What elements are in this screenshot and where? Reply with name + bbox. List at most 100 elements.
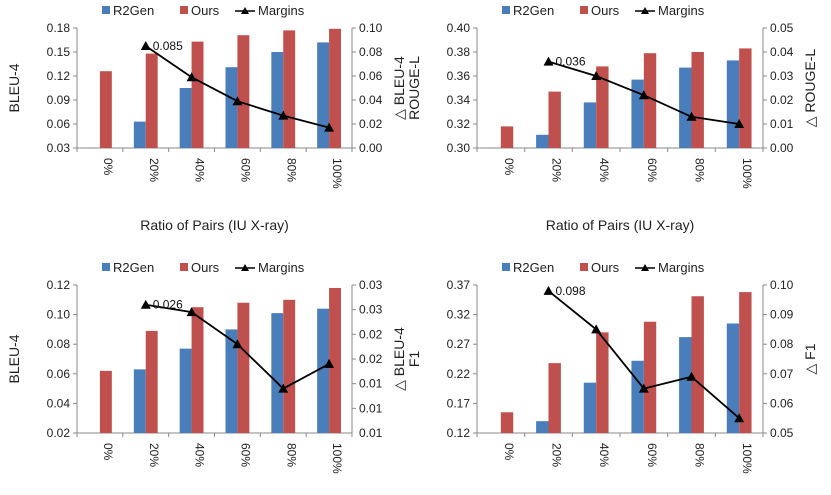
margin-annotation: 0.026 (153, 298, 183, 312)
bar-ours (643, 321, 657, 433)
y2-tick-label: 0.03 (359, 303, 383, 317)
legend-label-ours: Ours (191, 260, 220, 275)
x-tick-label: 0% (502, 158, 516, 176)
legend-label-margins: Margins (658, 3, 705, 18)
margins-marker (278, 383, 289, 393)
y-tick-label: 0.36 (447, 69, 471, 83)
y2-tick-label: 0.04 (770, 45, 794, 59)
bar-r2gen (179, 348, 192, 433)
bar-ours (548, 363, 561, 433)
y-tick-label: 0.32 (447, 308, 471, 322)
bar-ours (329, 28, 341, 148)
x-tick-label: 0% (101, 443, 115, 461)
x-tick-label: 60% (645, 443, 659, 467)
y2-tick-label: 0.02 (770, 93, 794, 107)
margins-marker (734, 119, 745, 128)
legend-swatch-ours (180, 6, 188, 14)
y-tick-label: 0.06 (47, 367, 71, 381)
margins-marker (186, 307, 197, 317)
x-tick-label: 80% (284, 443, 298, 467)
x-tick-label: 60% (645, 158, 659, 182)
y-tick-label: 0.27 (447, 337, 471, 351)
bar-r2gen (631, 79, 644, 148)
y-axis-title: F1 (406, 351, 422, 368)
y2-tick-label: 0.01 (359, 377, 383, 391)
x-tick-label: 20% (550, 158, 564, 182)
legend-swatch-r2gen (502, 263, 510, 271)
margins-marker (638, 90, 649, 100)
chart-panel-2: R2Gen Ours Margins 0.30 0.32 0.34 0.36 0.38 0.40… (406, 3, 818, 233)
x-tick-label: 100% (740, 443, 754, 474)
legend-swatch-r2gen (502, 6, 510, 14)
y-axis-title: BLEU-4 (6, 63, 22, 112)
margin-annotation: 0.085 (153, 39, 183, 53)
legend-label-r2gen: R2Gen (513, 3, 554, 18)
legend-label-r2gen: R2Gen (113, 260, 154, 275)
bar-r2gen (133, 121, 146, 148)
chart-panel-1: R2Gen Ours Margins 0.03 0.06 0.09 0.12 0.15 0.18… (6, 3, 407, 233)
legend-label-r2gen: R2Gen (113, 3, 154, 18)
y2-tick-label: 0.06 (770, 396, 794, 410)
legend-marker-margins (641, 7, 649, 14)
bar-ours (145, 53, 158, 148)
x-axis-title: Ratio of Pairs (IU X-ray) (140, 217, 289, 233)
bar-ours (283, 30, 296, 148)
x-tick-label: 60% (238, 158, 252, 182)
y2-tick-label: 0.07 (770, 367, 794, 381)
bar-ours (500, 126, 514, 148)
y-tick-label: 0.40 (447, 21, 471, 35)
bar-r2gen (179, 88, 192, 148)
bar-r2gen (631, 360, 644, 433)
y-tick-label: 0.08 (47, 337, 71, 351)
x-tick-label: 100% (330, 443, 344, 474)
bar-ours (283, 299, 296, 433)
margins-marker (734, 413, 745, 423)
x-tick-label: 0% (502, 443, 516, 461)
legend-label-ours: Ours (591, 3, 620, 18)
y-tick-label: 0.03 (47, 141, 71, 155)
y2-tick-label: 0.02 (359, 117, 383, 131)
legend: R2Gen Ours Margins (502, 260, 705, 275)
x-tick-label: 60% (238, 443, 252, 467)
y2-tick-label: 0.00 (359, 141, 383, 155)
y2-tick-label: 0.03 (359, 278, 383, 292)
bar-r2gen (726, 323, 740, 433)
x-tick-label: 100% (330, 158, 344, 189)
y-tick-label: 0.37 (447, 278, 471, 292)
y2-tick-label: 0.05 (770, 426, 794, 440)
margins-marker (686, 371, 697, 381)
legend-swatch-ours (580, 263, 588, 271)
y2-tick-label: 0.09 (770, 308, 794, 322)
bar-r2gen (225, 67, 238, 148)
margins-marker (591, 324, 602, 334)
y-tick-label: 0.02 (47, 426, 71, 440)
legend-swatch-r2gen (102, 263, 110, 271)
y2-tick-label: 0.08 (359, 45, 383, 59)
bar-r2gen (583, 102, 597, 148)
y-tick-label: 0.10 (47, 308, 71, 322)
y-tick-label: 0.30 (447, 141, 471, 155)
bar-ours (739, 292, 752, 433)
y-tick-label: 0.04 (47, 396, 71, 410)
legend-label-margins: Margins (258, 3, 305, 18)
legend-marker-margins (641, 264, 649, 271)
x-tick-label: 80% (693, 158, 707, 182)
bar-r2gen (726, 60, 740, 148)
y-tick-label: 0.15 (47, 45, 71, 59)
margin-annotation: 0.036 (556, 55, 586, 69)
bar-ours (548, 91, 561, 148)
x-tick-label: 40% (193, 443, 207, 467)
bar-ours (237, 35, 250, 149)
y-axis-title: ROUGE-L (406, 56, 422, 120)
x-tick-label: 40% (597, 158, 611, 182)
bar-r2gen (271, 313, 284, 433)
margins-marker (686, 111, 697, 121)
x-tick-label: 80% (693, 443, 707, 467)
y-tick-label: 0.32 (447, 117, 471, 131)
x-tick-label: 40% (597, 443, 611, 467)
y2-axis-title: △ F1 (802, 343, 818, 374)
y2-tick-label: 0.05 (770, 21, 794, 35)
bar-ours (237, 302, 250, 433)
y2-axis-title: △ BLEU-4 (391, 56, 407, 120)
y2-tick-label: 0.06 (359, 69, 383, 83)
